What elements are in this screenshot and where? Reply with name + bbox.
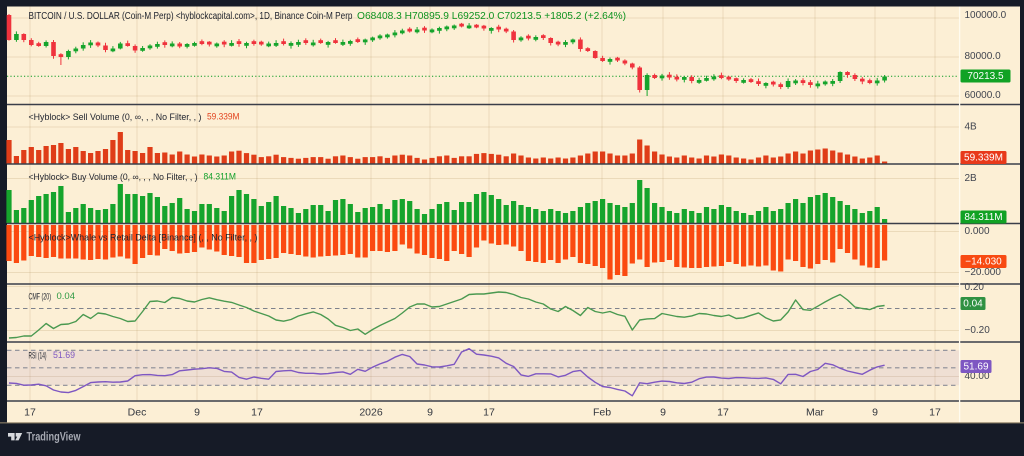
svg-text:<Hyblock>Whale vs Retail Delta: <Hyblock>Whale vs Retail Delta [Binance]… (29, 232, 258, 242)
svg-text:BITCOIN / U.S. DOLLAR (Coin-M: BITCOIN / U.S. DOLLAR (Coin-M Perp) <hyb… (29, 11, 353, 22)
svg-text:−20.000: −20.000 (965, 267, 1002, 278)
svg-text:Dec: Dec (128, 407, 147, 419)
svg-text:60000.0: 60000.0 (965, 90, 1002, 101)
svg-text:Mar: Mar (806, 407, 825, 419)
svg-text:<Hyblock> Sell Volume (0, ∞, ,: <Hyblock> Sell Volume (0, ∞, , , No Filt… (29, 112, 202, 122)
svg-text:9: 9 (872, 407, 878, 419)
svg-text:2B: 2B (965, 173, 978, 184)
svg-text:0.20: 0.20 (965, 282, 985, 293)
svg-text:2026: 2026 (359, 407, 383, 419)
svg-text:<Hyblock> Buy Volume (0, ∞, ,: <Hyblock> Buy Volume (0, ∞, , , No Filte… (29, 172, 198, 182)
svg-text:17: 17 (929, 407, 941, 419)
svg-text:40.00: 40.00 (965, 371, 990, 382)
svg-text:0.000: 0.000 (965, 226, 990, 237)
svg-text:−14.030: −14.030 (965, 257, 1002, 268)
svg-text:TradingView: TradingView (27, 431, 81, 443)
svg-text:0.04: 0.04 (963, 299, 983, 310)
svg-text:RSI (14): RSI (14) (29, 351, 47, 361)
svg-text:51.69: 51.69 (53, 350, 75, 361)
svg-text:59.339M: 59.339M (207, 112, 240, 123)
svg-text:17: 17 (251, 407, 263, 419)
svg-text:80000.0: 80000.0 (965, 51, 1002, 62)
svg-text:9: 9 (427, 407, 433, 419)
svg-text:84.311M: 84.311M (964, 212, 1002, 223)
svg-text:9: 9 (660, 407, 666, 419)
svg-text:59.339M: 59.339M (964, 153, 1003, 164)
svg-text:9: 9 (194, 407, 200, 419)
svg-text:CMF (20): CMF (20) (29, 292, 52, 302)
svg-text:70213.5: 70213.5 (967, 71, 1004, 82)
svg-text:4B: 4B (965, 122, 978, 133)
svg-text:17: 17 (483, 407, 495, 419)
svg-text:Feb: Feb (593, 407, 611, 419)
svg-text:O68408.3 H70895.9 L69252.0 C70: O68408.3 H70895.9 L69252.0 C70213.5 +180… (357, 11, 626, 22)
svg-text:17: 17 (717, 407, 729, 419)
svg-text:17: 17 (24, 407, 36, 419)
svg-text:0.04: 0.04 (57, 291, 76, 302)
svg-text:84.311M: 84.311M (204, 172, 237, 183)
svg-text:100000.0: 100000.0 (965, 10, 1007, 21)
svg-text:−0.20: −0.20 (965, 325, 991, 336)
svg-text:51.69: 51.69 (963, 362, 988, 373)
